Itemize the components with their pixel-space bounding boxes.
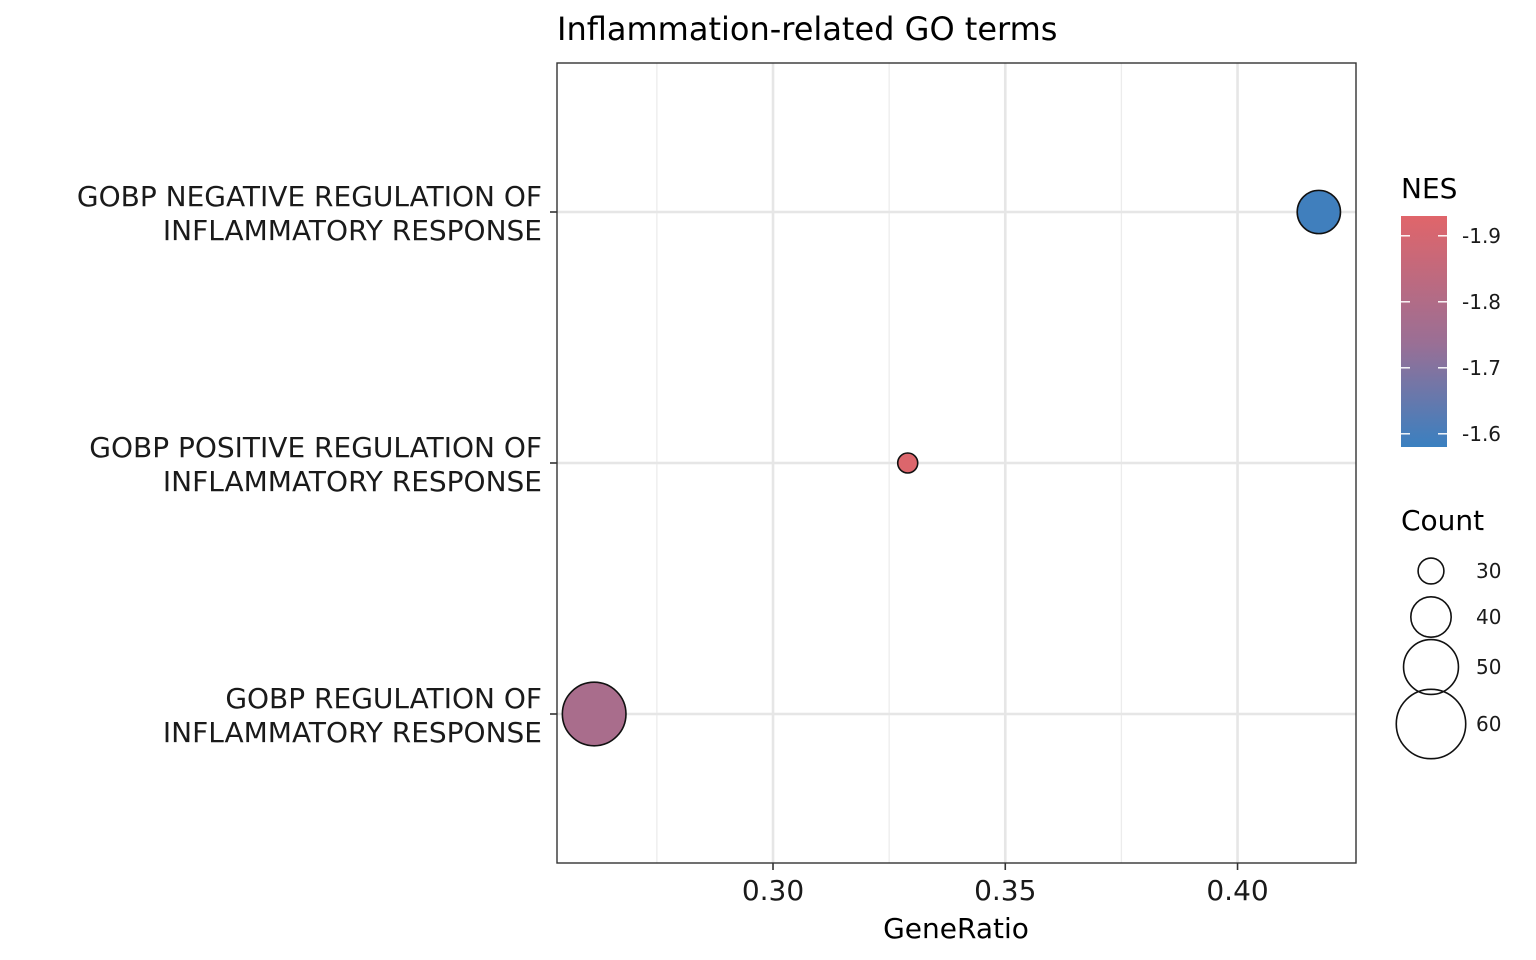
y-tick-label: GOBP REGULATION OF (225, 682, 542, 715)
size-key (1402, 638, 1460, 696)
y-tick-label: GOBP NEGATIVE REGULATION OF (77, 180, 542, 213)
x-axis: 0.30 0.35 0.40 (742, 863, 1269, 907)
size-key-label: 50 (1476, 655, 1501, 679)
plot-panel (556, 62, 1357, 864)
size-key-label: 60 (1476, 712, 1501, 736)
colorbar-label: -1.7 (1462, 356, 1501, 380)
size-key (1410, 596, 1452, 638)
data-point (896, 452, 919, 474)
data-points (561, 189, 1342, 747)
colorbar-label: -1.9 (1462, 224, 1501, 248)
x-axis-title: GeneRatio (883, 912, 1029, 945)
size-key (1417, 557, 1445, 585)
major-gridlines (557, 63, 1356, 863)
size-key (1395, 688, 1467, 760)
x-tick-label: 0.30 (742, 874, 804, 907)
data-point (561, 681, 627, 747)
y-tick-label: INFLAMMATORY RESPONSE (163, 716, 542, 749)
y-axis: GOBP NEGATIVE REGULATION OFINFLAMMATORY … (77, 180, 557, 749)
size-key-label: 30 (1476, 559, 1501, 583)
y-tick-label: INFLAMMATORY RESPONSE (163, 465, 542, 498)
size-key-label: 40 (1476, 605, 1501, 629)
nes-colorbar (1401, 216, 1447, 447)
x-tick-label: 0.35 (974, 874, 1036, 907)
data-point (1296, 189, 1342, 235)
colorbar-label: -1.8 (1462, 290, 1501, 314)
colorbar-label: -1.6 (1462, 422, 1501, 446)
chart-title: Inflammation-related GO terms (557, 10, 1057, 48)
nes-color-legend: NES -1.9 -1.8 -1.7 -1.6 (1401, 172, 1501, 447)
y-tick-label: INFLAMMATORY RESPONSE (163, 214, 542, 247)
nes-legend-title: NES (1401, 172, 1457, 205)
y-tick-label: GOBP POSITIVE REGULATION OF (89, 431, 542, 464)
count-size-legend: Count 30 40 50 60 (1395, 504, 1501, 760)
x-tick-label: 0.40 (1206, 874, 1268, 907)
count-legend-title: Count (1401, 504, 1484, 537)
